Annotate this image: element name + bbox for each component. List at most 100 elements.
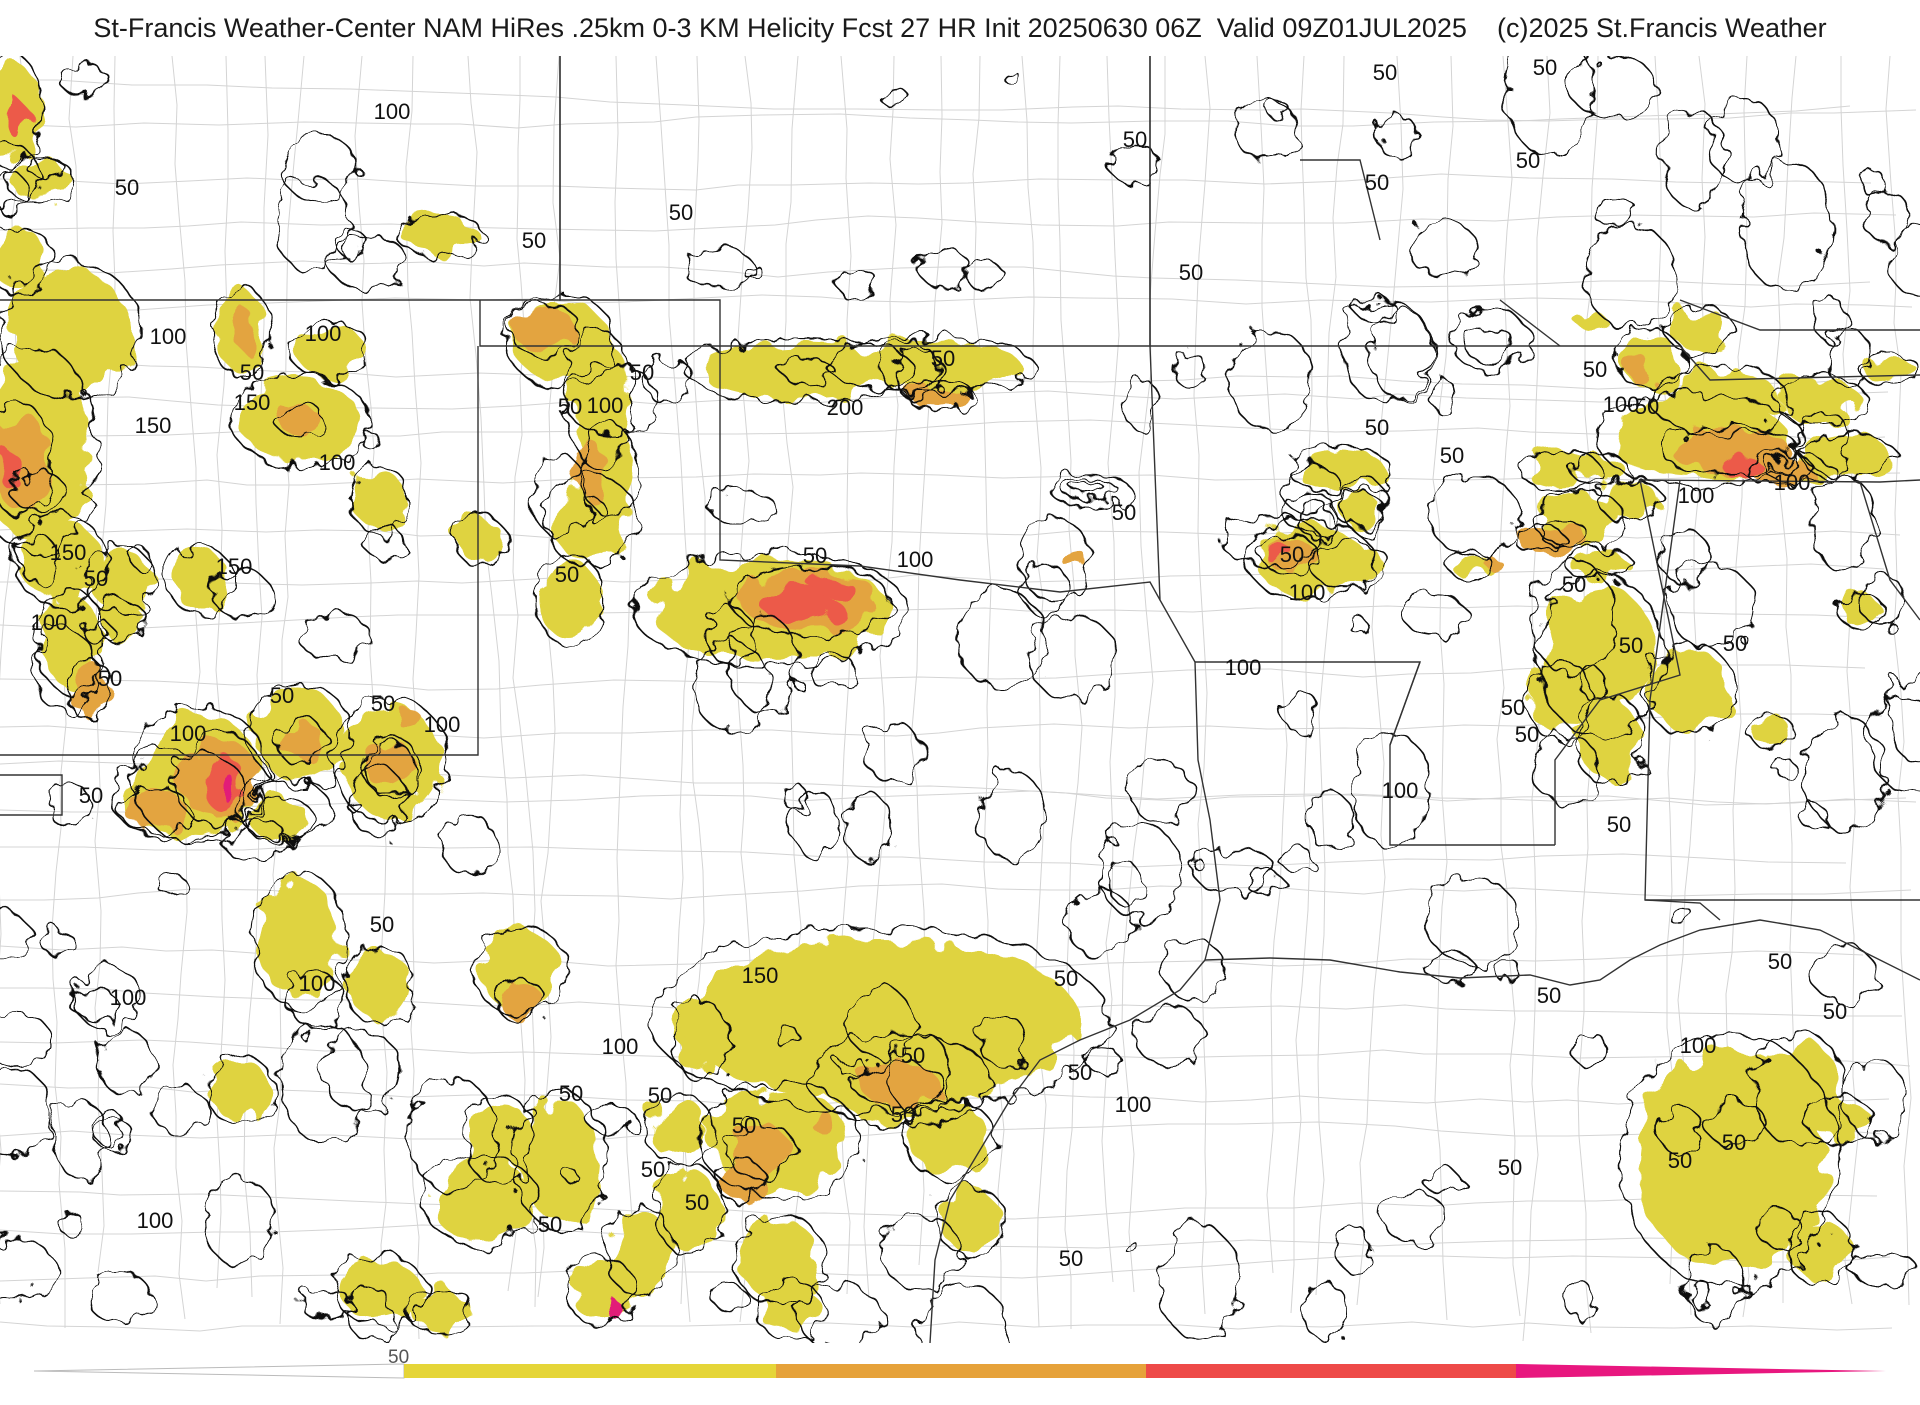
helicity-shade-150: [0, 452, 22, 488]
contour-line: [543, 473, 637, 567]
contour-label: 150: [234, 390, 271, 415]
contour-line: [1049, 473, 1131, 507]
contour-line: [1810, 474, 1876, 572]
contour-line: [0, 345, 100, 555]
contour-line: [0, 260, 140, 400]
contour-line: [288, 320, 372, 380]
contour-line: [1773, 755, 1793, 777]
contour-line: [1407, 221, 1479, 277]
contour-line: [781, 357, 835, 385]
contour-line: [299, 1286, 351, 1320]
contour-line: [288, 971, 344, 1029]
contour-line: [1287, 446, 1393, 494]
county-line: [0, 1083, 1890, 1106]
contour-line: [724, 1120, 796, 1180]
contour-line: [96, 1029, 154, 1095]
helicity-shade-50: [650, 1100, 710, 1160]
contour-line: [795, 1284, 883, 1343]
colorbar-segment-150: [1146, 1364, 1516, 1378]
contour-line: [253, 870, 347, 1010]
contour-line: [825, 335, 1035, 395]
contour-line: [1581, 666, 1605, 702]
contour-line: [1804, 1096, 1876, 1144]
contour-line: [1061, 479, 1119, 501]
helicity-shade-100: [1625, 360, 1655, 380]
contour-label: 50: [1607, 812, 1631, 837]
county-line: [0, 105, 1851, 129]
contour-line: [1278, 846, 1314, 872]
contour-label: 50: [648, 1083, 672, 1108]
contour-line: [866, 721, 922, 785]
contour-line: [347, 1284, 393, 1342]
contour-line: [587, 1107, 639, 1135]
county-line: [614, 56, 635, 1268]
contour-line: [1844, 1059, 1908, 1141]
helicity-shade-50: [430, 1160, 530, 1240]
contour-label: 50: [1373, 60, 1397, 85]
contour-line: [320, 1028, 400, 1112]
contour-line: [853, 1061, 947, 1109]
contour-line: [836, 1056, 866, 1076]
contour-line: [211, 568, 271, 618]
county-line: [1522, 56, 1551, 1342]
helicity-shade-100: [278, 406, 322, 434]
contour-line: [1619, 1032, 1841, 1288]
colorbar-segment-200: [1516, 1364, 1886, 1378]
helicity-shade-100: [860, 1065, 940, 1105]
helicity-shade-50: [402, 217, 478, 253]
contour-label: 100: [319, 450, 356, 475]
contour-line: [1564, 550, 1636, 580]
contour-label: 50: [559, 1081, 583, 1106]
copyright-text: (c)2025 St.Francis Weather: [1496, 12, 1827, 43]
contour-line: [564, 1254, 636, 1326]
contour-line: [1073, 483, 1107, 497]
contour-line: [1746, 713, 1794, 747]
contour-line: [716, 1156, 764, 1204]
contour-label: 50: [901, 1043, 925, 1068]
weather-map[interactable]: 100 50 50 50 50 50 50 50 50 50 100 150 100 50 100 150 50…: [0, 56, 1920, 1343]
contour-line: [110, 748, 250, 842]
contour-line: [1020, 562, 1070, 616]
contour-line: [534, 553, 606, 647]
helicity-shade-150: [6, 102, 30, 138]
helicity-shade-50: [1670, 310, 1730, 350]
helicity-shade-50: [1750, 716, 1790, 744]
contour-label: 50: [1112, 500, 1136, 525]
helicity-shade-100: [68, 665, 112, 715]
contour-line: [0, 170, 28, 218]
contour-label: 50: [1440, 443, 1464, 468]
helicity-shade-50: [1525, 452, 1595, 488]
helicity-shade-50: [1865, 355, 1915, 385]
contour-line: [565, 361, 657, 437]
contour-line: [1656, 1106, 1704, 1154]
contour-line: [1122, 1240, 1138, 1252]
contour-line: [1245, 518, 1375, 602]
colorbar-segment-50: [404, 1364, 776, 1378]
contour-line: [1245, 871, 1285, 895]
contour-line: [1567, 56, 1657, 117]
contour-line: [298, 614, 372, 660]
coastline: [929, 919, 1920, 1343]
contour-line: [1260, 535, 1320, 575]
helicity-shade-50: [295, 325, 365, 375]
helicity-shade-100: [515, 306, 575, 354]
contour-line: [509, 301, 581, 359]
helicity-shade-50: [610, 1210, 670, 1290]
contour-line: [1308, 541, 1392, 589]
contour-label: 100: [299, 971, 336, 996]
contour-line: [1668, 562, 1754, 650]
contour-label: 50: [641, 1157, 665, 1182]
helicity-shade-100: [365, 740, 415, 790]
contour-line: [649, 927, 1111, 1113]
contour-line: [917, 246, 969, 288]
helicity-shade-150: [810, 575, 850, 595]
contour-label: 50: [555, 562, 579, 587]
contour-line: [879, 84, 907, 108]
contour-line: [880, 340, 938, 396]
contour-label: 50: [1668, 1148, 1692, 1173]
contour-line: [247, 682, 353, 788]
helicity-shade-200: [223, 776, 237, 804]
contour-line: [1494, 959, 1522, 983]
contour-line: [1163, 938, 1225, 1002]
